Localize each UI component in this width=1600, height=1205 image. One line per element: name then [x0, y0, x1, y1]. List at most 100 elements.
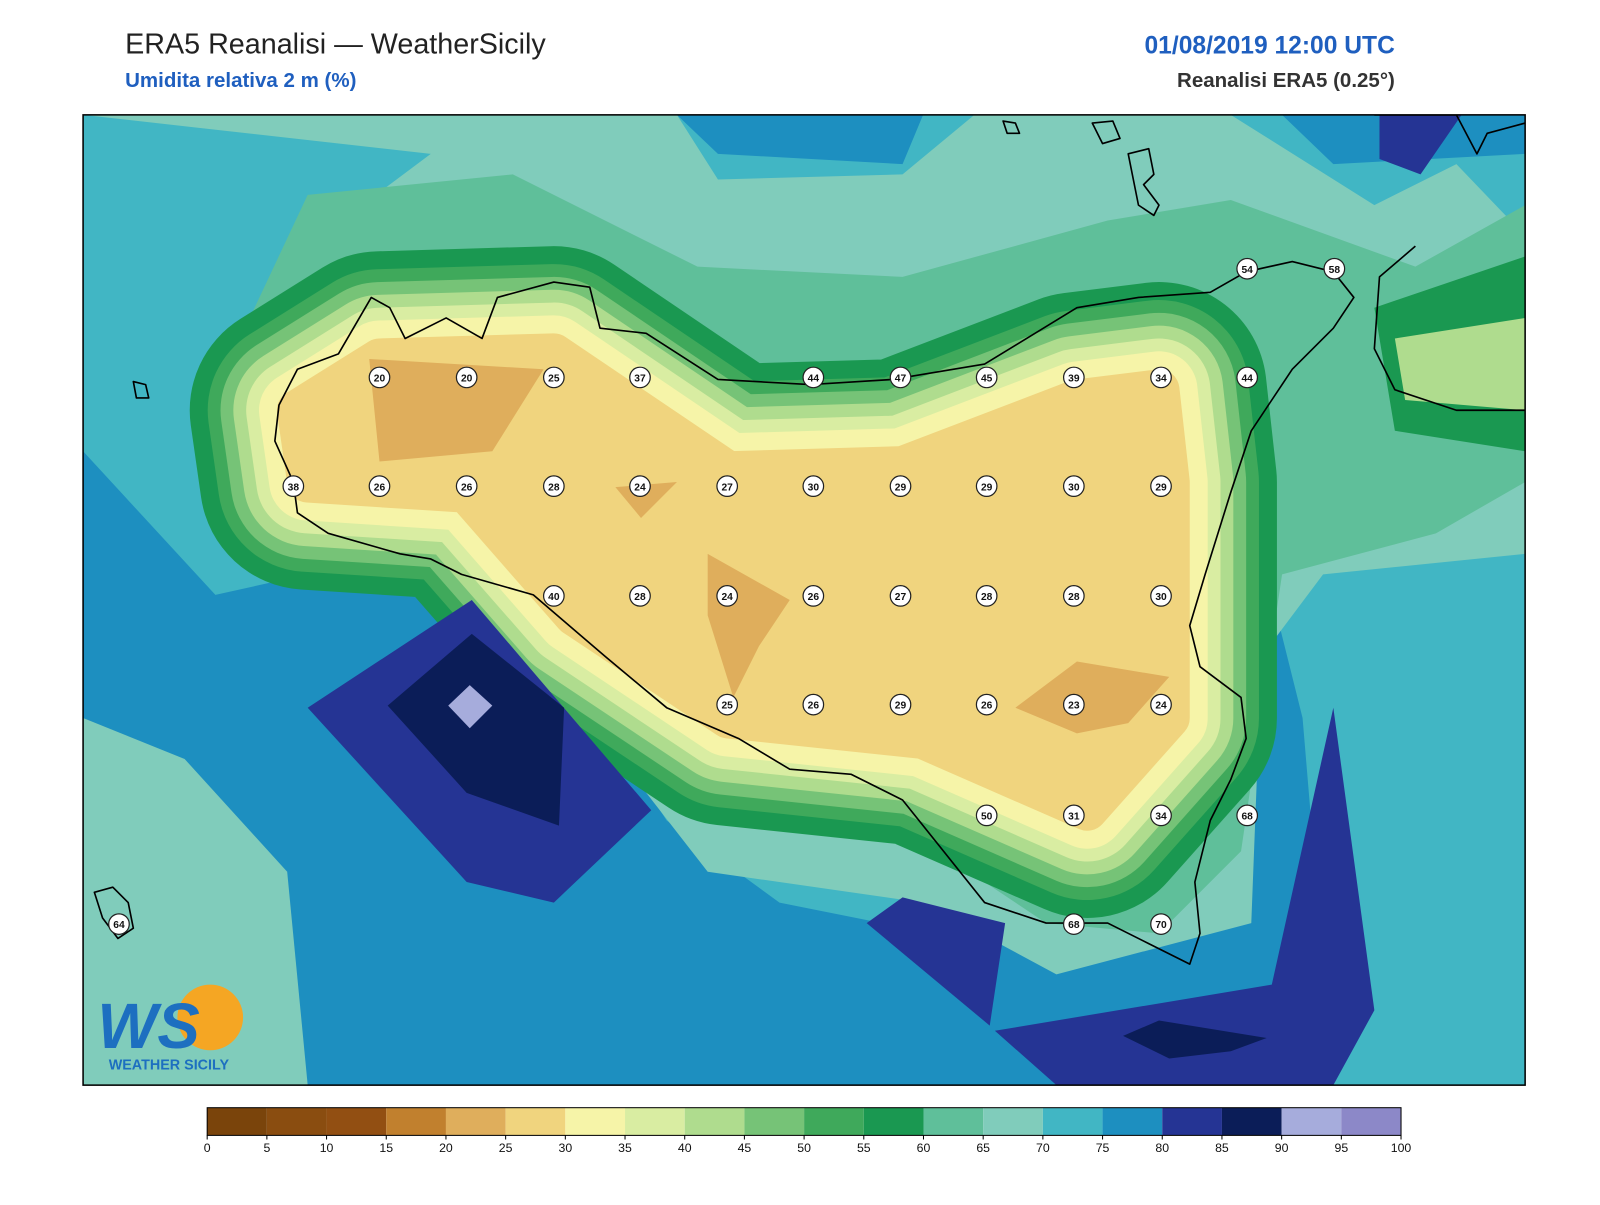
- datetime: 01/08/2019 12:00 UTC: [1144, 32, 1395, 59]
- station-marker: [802, 366, 825, 389]
- station-marker: [1062, 913, 1085, 935]
- station-value: 50: [981, 811, 993, 822]
- colorbar-segment: [1162, 1107, 1222, 1136]
- station-value: 26: [808, 592, 820, 603]
- source: Reanalisi ERA5 (0.25°): [1177, 69, 1395, 92]
- station-value: 23: [1068, 701, 1080, 712]
- station-value: 24: [1155, 701, 1167, 712]
- station-marker: [368, 475, 391, 498]
- colorbar-tick-label: 60: [917, 1141, 931, 1155]
- title: ERA5 Reanalisi — WeatherSicily: [125, 28, 546, 60]
- station-value: 68: [1241, 811, 1253, 822]
- calabria-coast: [1373, 114, 1526, 412]
- station-value: 24: [634, 482, 646, 493]
- colorbar-tick-label: 75: [1096, 1141, 1110, 1155]
- station-marker: [1236, 257, 1259, 280]
- station-value: 44: [808, 374, 820, 385]
- station-value: 26: [981, 701, 993, 712]
- field-band: [1379, 114, 1462, 175]
- station-marker: [889, 585, 912, 607]
- station-marker: [716, 585, 739, 607]
- colorbar-tick-label: 0: [204, 1141, 211, 1155]
- station-value: 34: [1155, 811, 1167, 822]
- station-value: 39: [1068, 374, 1080, 385]
- station-marker: [629, 366, 651, 389]
- station-marker: [975, 693, 998, 716]
- station-value: 37: [634, 374, 646, 385]
- island: [93, 886, 135, 940]
- station-marker: [889, 475, 912, 498]
- humidity-field: [83, 114, 1526, 1086]
- logo-mark: WS: [97, 991, 199, 1062]
- station-marker: [542, 475, 565, 498]
- colorbar-segment: [863, 1107, 924, 1136]
- station-marker: [1150, 913, 1172, 935]
- colorbar-tick-label: 5: [263, 1141, 270, 1155]
- colorbar-segment: [266, 1107, 327, 1136]
- station-value: 27: [895, 592, 907, 603]
- station-marker: [1150, 804, 1172, 827]
- station-value: 26: [808, 701, 820, 712]
- station-marker: [975, 804, 998, 827]
- island: [132, 380, 150, 399]
- field-band: [866, 897, 1006, 1026]
- station-value: 24: [721, 592, 733, 603]
- subtitle: Umidita relativa 2 m (%): [125, 69, 356, 92]
- station-marker: [1062, 475, 1085, 498]
- colorbar-tick-label: 40: [678, 1141, 692, 1155]
- colorbar-tick-label: 100: [1391, 1141, 1412, 1155]
- station-value: 29: [895, 701, 907, 712]
- logo-sun: [177, 984, 244, 1051]
- station-value: 34: [1155, 374, 1167, 385]
- sicily-coast: [274, 260, 1355, 965]
- station-marker: [889, 366, 912, 389]
- station-marker: [629, 585, 651, 607]
- station-marker: [802, 475, 825, 498]
- station-value: 29: [1155, 482, 1167, 493]
- colorbar-segment: [804, 1107, 864, 1136]
- colorbar-tick-label: 50: [797, 1141, 811, 1155]
- colorbar-segment: [625, 1107, 685, 1136]
- field-band: [83, 717, 308, 1086]
- colorbar-tick-label: 80: [1155, 1141, 1169, 1155]
- colorbar-tick-label: 15: [379, 1141, 393, 1155]
- colorbar-tick-label: 10: [320, 1141, 334, 1155]
- colorbar-segment: [923, 1107, 984, 1136]
- station-marker: [1062, 804, 1085, 827]
- station-value: 28: [1068, 592, 1080, 603]
- coastline: [93, 114, 1526, 965]
- station-marker: [1323, 257, 1346, 280]
- colorbar-segment: [505, 1107, 566, 1136]
- station-value: 54: [1241, 265, 1253, 276]
- station-value: 38: [288, 482, 300, 493]
- colorbar-segment: [684, 1107, 745, 1136]
- logo-name: WEATHER SICILY: [109, 1058, 230, 1074]
- colorbar-tick-label: 85: [1215, 1141, 1229, 1155]
- field-band: [448, 685, 493, 729]
- station-value: 28: [981, 592, 993, 603]
- station-value: 31: [1068, 811, 1080, 822]
- colorbar-segment: [1221, 1107, 1282, 1136]
- station-marker: [629, 475, 651, 498]
- station-value: 27: [721, 482, 733, 493]
- station-value: 45: [981, 374, 993, 385]
- colorbar-tick-label: 70: [1036, 1141, 1050, 1155]
- station-marker: [716, 475, 739, 498]
- colorbar-tick-label: 35: [618, 1141, 632, 1155]
- station-value: 25: [721, 701, 733, 712]
- field-band: [994, 707, 1375, 1086]
- station-value: 30: [1155, 592, 1167, 603]
- colorbar-segment: [386, 1107, 446, 1136]
- station-marker: [1150, 693, 1172, 716]
- colorbar-tick-label: 65: [976, 1141, 990, 1155]
- field-band: [1015, 661, 1170, 734]
- colorbar-segment: [1042, 1107, 1103, 1136]
- colorbar-tick-label: 25: [499, 1141, 513, 1155]
- station-value: 28: [634, 592, 646, 603]
- station-marker: [975, 585, 998, 607]
- station-marker: [716, 693, 739, 716]
- colorbar-segment: [1102, 1107, 1163, 1136]
- station-marker: [802, 693, 825, 716]
